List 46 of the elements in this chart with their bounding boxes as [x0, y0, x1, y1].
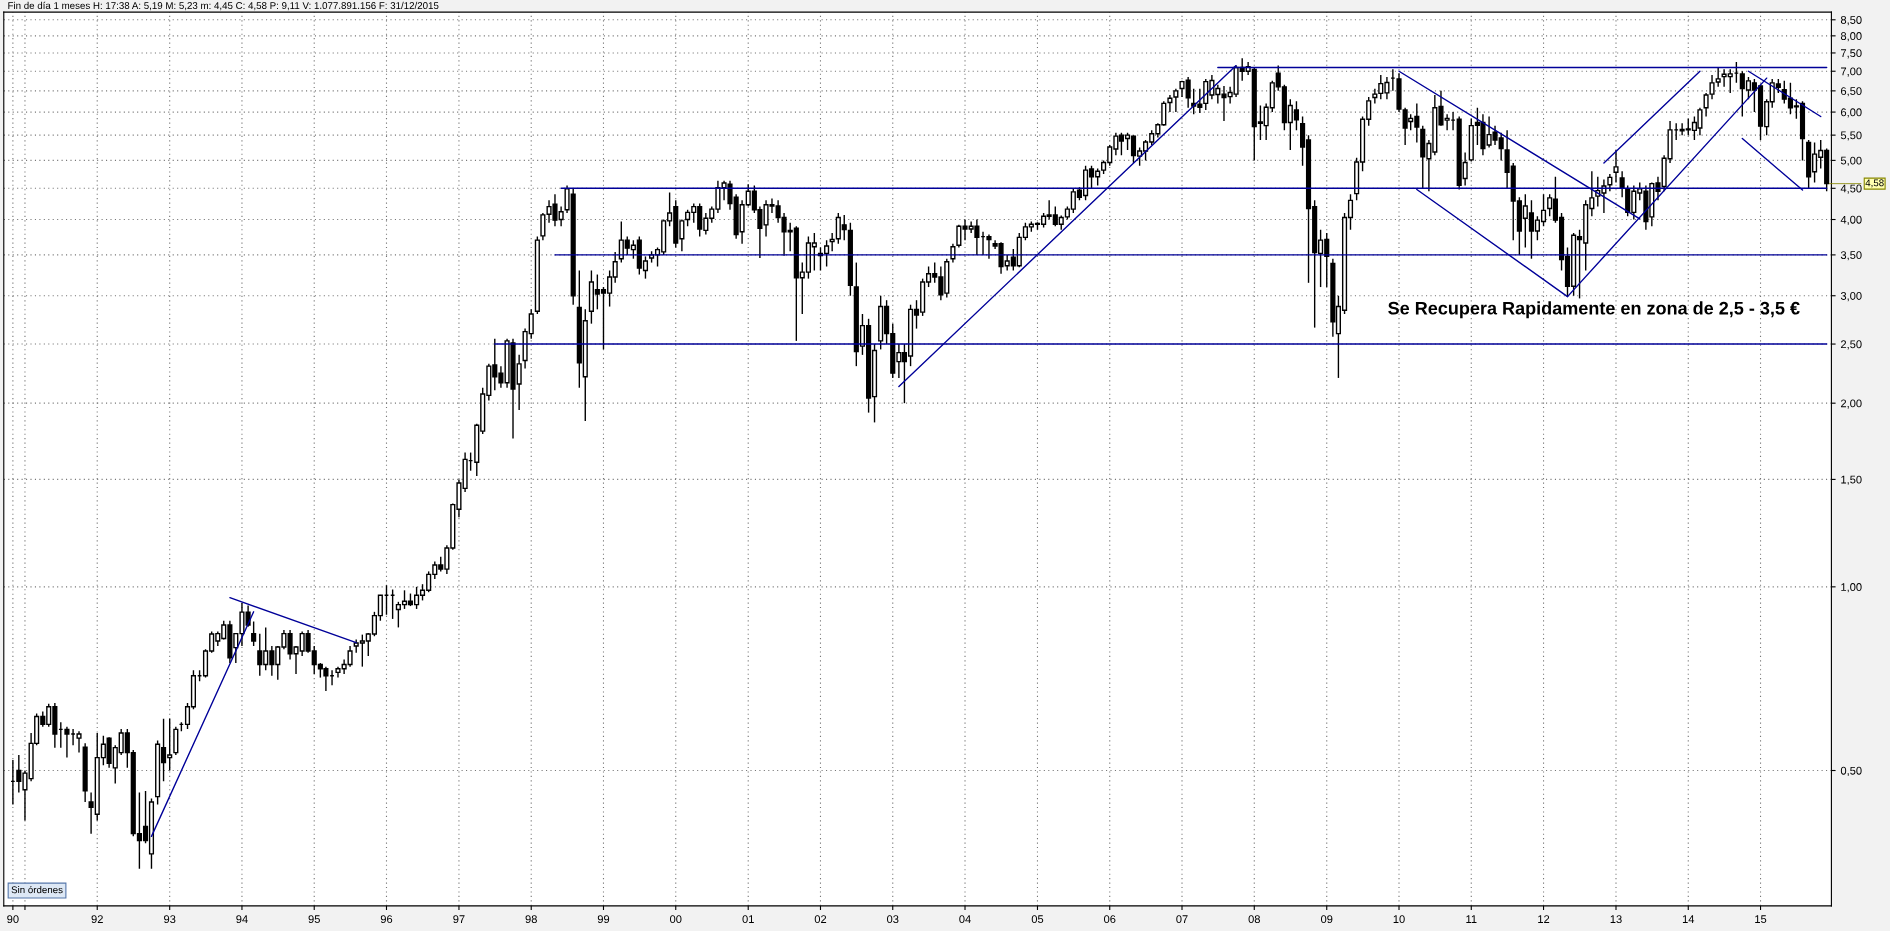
y-tick-label: 3,50 — [1840, 251, 1862, 261]
x-tick-label: 00 — [670, 915, 682, 924]
x-tick-label: 06 — [1104, 915, 1116, 924]
y-tick-label: 7,50 — [1841, 49, 1862, 59]
annotation: Se Recupera Rapidamente en zona de 2,5 - 3,5 € — [1388, 301, 1800, 319]
x-tick-label: 11 — [1466, 915, 1477, 923]
y-tick-label: 7,00 — [1841, 67, 1862, 77]
y-tick-label: 2,50 — [1841, 340, 1862, 350]
x-tick-label: 01 — [742, 915, 754, 924]
x-tick-label: 12 — [1538, 915, 1550, 923]
y-tick-label: 6,00 — [1841, 108, 1862, 118]
chart-title: Fin de día 1 meses H: 17:38 A: 5,19 M: 5,23 m: 4,45 C: 4,58 P: 9,11 V: 1.077.891.156 F: 31/12/2015 — [8, 1, 439, 11]
x-tick-label: 13 — [1610, 915, 1622, 924]
x-tick-label: 03 — [887, 915, 899, 924]
x-tick-label: 05 — [1031, 915, 1044, 924]
y-tick-label: 1,00 — [1841, 583, 1862, 593]
y-tick-label: 6,50 — [1841, 87, 1862, 97]
y-tick-label: 5,50 — [1840, 131, 1862, 141]
annotation: Sin órdenes — [11, 885, 63, 894]
x-tick-label: 95 — [308, 915, 320, 924]
x-tick-label: 15 — [1755, 915, 1767, 924]
y-tick-label: 4,00 — [1840, 215, 1862, 225]
y-tick-label: 5,00 — [1840, 156, 1862, 166]
y-tick-label: 8,00 — [1840, 32, 1862, 42]
x-tick-label: 98 — [525, 915, 537, 924]
x-tick-label: 96 — [380, 915, 393, 924]
x-tick-label: 94 — [236, 915, 248, 924]
annotation: 4,58 — [1865, 179, 1884, 188]
y-tick-label: 3,00 — [1840, 292, 1862, 302]
y-tick-label: 4,50 — [1840, 184, 1862, 194]
y-tick-label: 1,50 — [1841, 475, 1862, 485]
x-tick-label: 10 — [1393, 915, 1405, 924]
x-tick-label: 08 — [1248, 915, 1260, 924]
x-tick-label: 09 — [1320, 915, 1333, 924]
x-tick-label: 14 — [1682, 915, 1695, 923]
x-tick-label: 93 — [164, 915, 176, 924]
y-tick-label: 8,50 — [1840, 16, 1862, 26]
x-tick-label: 99 — [597, 915, 610, 924]
x-tick-label: 02 — [814, 915, 827, 924]
x-tick-label: 04 — [959, 915, 971, 924]
y-tick-label: 2,00 — [1841, 399, 1862, 409]
x-tick-label: 90 — [7, 915, 19, 924]
x-tick-label: 97 — [453, 915, 465, 924]
y-tick-label: 0,50 — [1840, 766, 1862, 776]
x-tick-label: 07 — [1176, 915, 1188, 924]
x-tick-label: 92 — [91, 915, 103, 924]
